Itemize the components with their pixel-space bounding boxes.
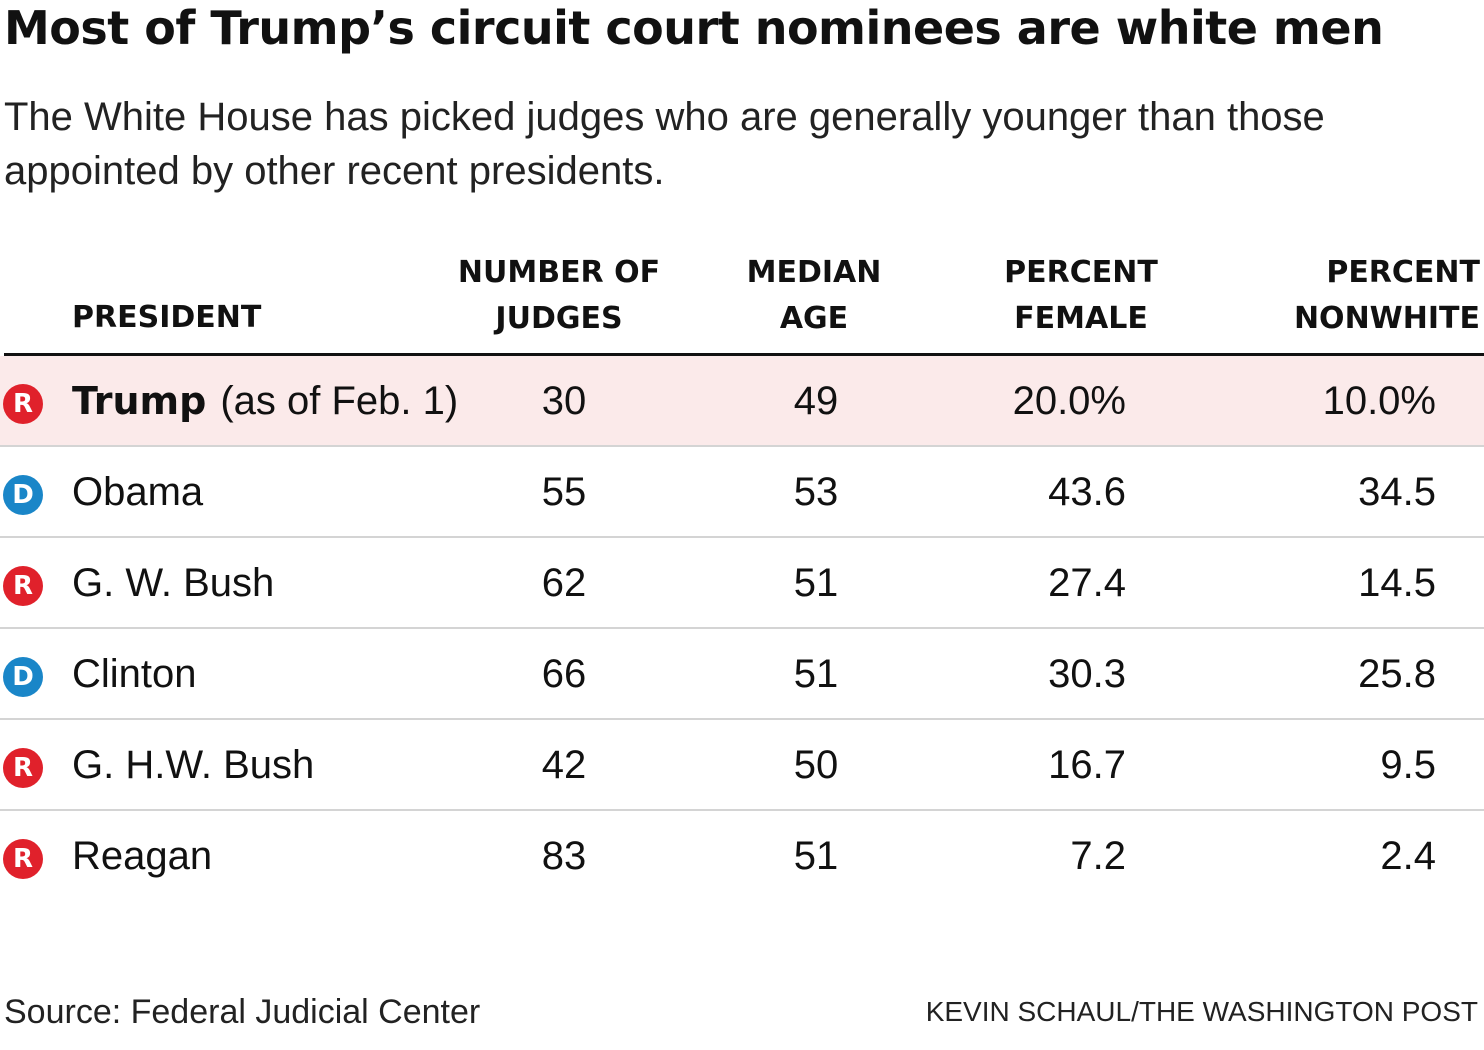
credit-line: KEVIN SCHAUL/THE WASHINGTON POST [925, 996, 1478, 1027]
header-president-label: PRESIDENT [72, 300, 262, 335]
president-name-cell: Clinton [72, 629, 197, 720]
judges-cell: 62 [541, 561, 587, 605]
judges-cell: 42 [541, 743, 587, 787]
republican-badge-icon: R [3, 384, 43, 424]
percent-female-cell: 30.3 [1048, 652, 1126, 696]
header-median-age: MEDIAN AGE [734, 250, 894, 342]
header-judges-line2: JUDGES [495, 301, 623, 336]
percent-nonwhite-cell: 14.5 [1358, 561, 1436, 605]
president-name-cell: Trump (as of Feb. 1) [72, 356, 458, 447]
header-percent-female: PERCENT FEMALE [990, 250, 1172, 342]
header-divider [4, 353, 1484, 356]
republican-badge-icon: R [3, 839, 43, 879]
header-female-line1: PERCENT [1004, 255, 1158, 290]
median-age-cell: 51 [793, 834, 839, 878]
table-row: R Reagan 83 51 7.2 2.4 [0, 811, 1484, 902]
median-age-cell: 51 [793, 652, 839, 696]
percent-nonwhite-cell: 34.5 [1358, 470, 1436, 514]
table-row: R Trump (as of Feb. 1) 30 49 20.0% 10.0% [0, 356, 1484, 447]
table-row: R G. W. Bush 62 51 27.4 14.5 [0, 538, 1484, 629]
judges-cell: 55 [541, 470, 587, 514]
republican-badge-icon: R [3, 566, 43, 606]
chart-subtitle: The White House has picked judges who ar… [4, 95, 1325, 193]
percent-nonwhite-cell: 2.4 [1380, 834, 1436, 878]
header-nonwhite-line1: PERCENT [1326, 255, 1480, 290]
president-name-cell: G. H.W. Bush [72, 720, 314, 811]
header-female-line2: FEMALE [1014, 301, 1148, 336]
percent-female-cell: 43.6 [1048, 470, 1126, 514]
president-name: Reagan [72, 834, 213, 878]
republican-badge-icon: R [3, 748, 43, 788]
header-age-line2: AGE [779, 301, 849, 336]
header-percent-nonwhite: PERCENT NONWHITE [1294, 250, 1480, 342]
judges-cell: 30 [541, 379, 587, 423]
header-judges-line1: NUMBER OF [457, 255, 661, 290]
president-name: Obama [72, 470, 204, 514]
percent-nonwhite-cell: 9.5 [1380, 743, 1436, 787]
president-name-cell: Obama [72, 447, 203, 538]
percent-female-cell: 16.7 [1048, 743, 1126, 787]
president-name: Trump [72, 379, 207, 423]
judges-cell: 83 [541, 834, 587, 878]
percent-nonwhite-cell: 25.8 [1358, 652, 1436, 696]
header-president: PRESIDENT [72, 295, 261, 341]
median-age-cell: 50 [793, 743, 839, 787]
democrat-badge-icon: D [3, 657, 43, 697]
header-number-of-judges: NUMBER OF JUDGES [456, 250, 662, 342]
table-row: D Clinton 66 51 30.3 25.8 [0, 629, 1484, 720]
header-age-line1: MEDIAN [746, 255, 882, 290]
president-name: G. H.W. Bush [72, 743, 315, 787]
percent-female-cell: 27.4 [1048, 561, 1126, 605]
median-age-cell: 53 [793, 470, 839, 514]
president-name: Clinton [72, 652, 197, 696]
percent-female-cell: 20.0% [1012, 379, 1126, 423]
president-name-cell: G. W. Bush [72, 538, 274, 629]
header-nonwhite-line2: NONWHITE [1293, 301, 1480, 336]
president-name: G. W. Bush [72, 561, 275, 605]
percent-female-cell: 7.2 [1070, 834, 1126, 878]
president-name-cell: Reagan [72, 811, 212, 902]
table-row: R G. H.W. Bush 42 50 16.7 9.5 [0, 720, 1484, 811]
source-note: Source: Federal Judicial Center [4, 993, 481, 1031]
president-note: (as of Feb. 1) [220, 379, 459, 423]
median-age-cell: 49 [793, 379, 839, 423]
democrat-badge-icon: D [3, 475, 43, 515]
judges-cell: 66 [541, 652, 587, 696]
median-age-cell: 51 [793, 561, 839, 605]
percent-nonwhite-cell: 10.0% [1322, 379, 1436, 423]
chart-title: Most of Trump’s circuit court nominees a… [4, 1, 1384, 55]
table-row: D Obama 55 53 43.6 34.5 [0, 447, 1484, 538]
